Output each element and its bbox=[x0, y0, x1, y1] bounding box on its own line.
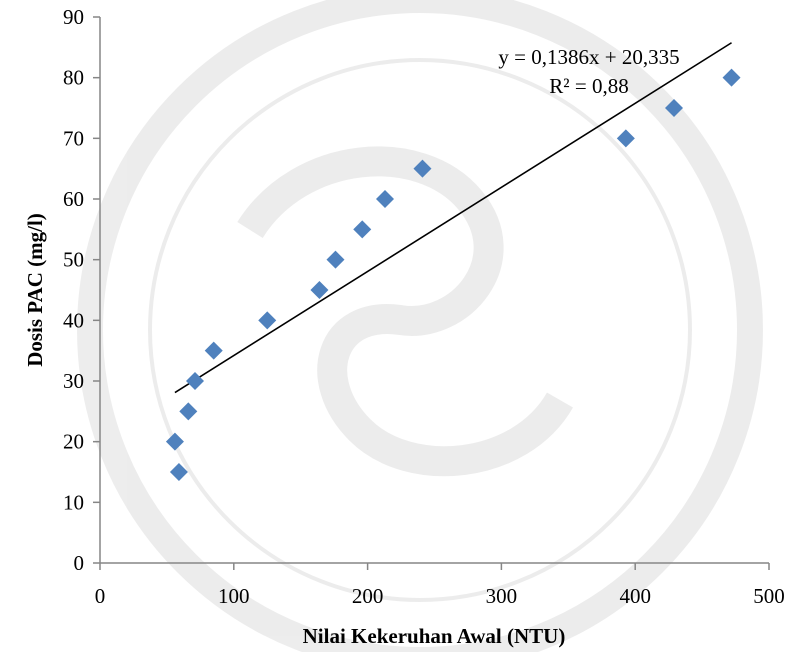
data-point bbox=[185, 372, 204, 390]
data-point bbox=[169, 463, 188, 481]
data-point bbox=[326, 250, 345, 269]
trendline bbox=[174, 42, 732, 394]
y-tick-label: 40 bbox=[63, 308, 84, 332]
y-tick-label: 0 bbox=[74, 551, 85, 575]
data-point bbox=[413, 159, 432, 178]
y-tick-label: 80 bbox=[63, 66, 84, 90]
x-tick-label: 300 bbox=[486, 584, 518, 608]
y-tick-label: 50 bbox=[63, 248, 84, 272]
axes bbox=[93, 16, 770, 570]
data-point bbox=[179, 402, 198, 421]
data-point bbox=[722, 68, 741, 87]
data-point bbox=[165, 432, 184, 451]
y-tick-label: 20 bbox=[63, 430, 84, 454]
x-tick-label: 0 bbox=[95, 584, 106, 608]
data-points bbox=[165, 68, 741, 481]
r-squared-label: R² = 0,88 bbox=[549, 74, 628, 98]
y-tick-label: 30 bbox=[63, 369, 84, 393]
data-point bbox=[375, 190, 394, 208]
x-axis-title: Nilai Kekeruhan Awal (NTU) bbox=[303, 624, 566, 648]
data-point bbox=[258, 311, 277, 330]
x-tick-label: 100 bbox=[218, 584, 250, 608]
trendline-layer bbox=[174, 42, 732, 394]
data-point bbox=[353, 220, 372, 239]
watermark bbox=[77, 0, 763, 652]
y-tick-label: 60 bbox=[63, 187, 84, 211]
y-axis-title: Dosis PAC (mg/l) bbox=[23, 213, 47, 367]
data-point bbox=[310, 281, 329, 299]
y-tick-label: 70 bbox=[63, 126, 84, 150]
y-tick-label: 10 bbox=[63, 490, 84, 514]
x-tick-label: 500 bbox=[753, 584, 785, 608]
y-tick-label: 90 bbox=[63, 5, 84, 29]
x-tick-label: 200 bbox=[352, 584, 384, 608]
data-point bbox=[204, 341, 223, 360]
tick-labels: 0 10 20 30 40 50 60 70 80 90 0 100 200 300 400 500 bbox=[63, 5, 785, 608]
data-point bbox=[665, 99, 684, 117]
data-point bbox=[616, 129, 635, 148]
x-tick-label: 400 bbox=[619, 584, 651, 608]
trendline-equation: y = 0,1386x + 20,335 bbox=[498, 45, 679, 69]
